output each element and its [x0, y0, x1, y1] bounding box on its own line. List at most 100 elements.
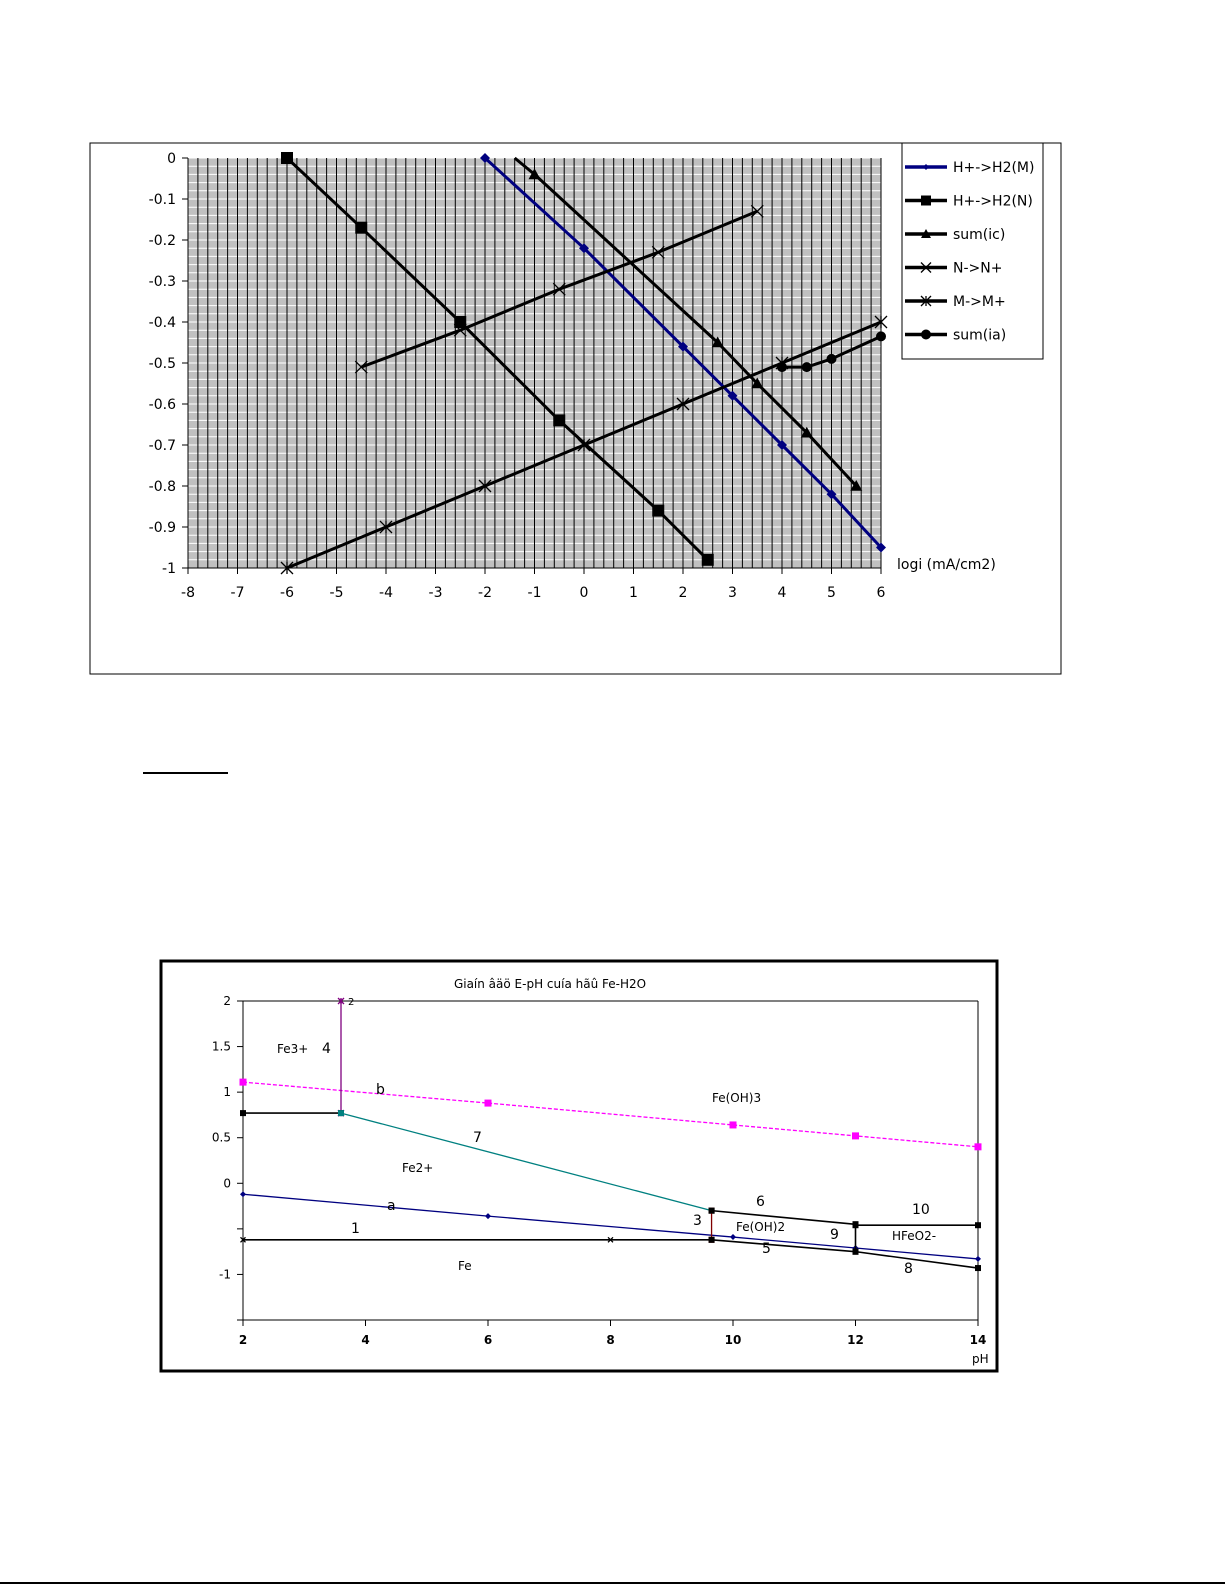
y-tick-label: -0.7 [149, 438, 176, 454]
data-point-diamond [480, 153, 490, 163]
y-tick-label: -0.2 [149, 233, 176, 249]
y-tick-label: 1.5 [212, 1040, 231, 1054]
series-line [782, 334, 882, 369]
data-point-square [239, 1078, 247, 1086]
data-point-square [729, 1121, 737, 1129]
chart2-title: Giaín âäö E-pH cuía hãû Fe-H2O [454, 977, 646, 991]
data-point-diamond [485, 1213, 491, 1220]
x-tick-label: 8 [606, 1333, 614, 1347]
x-tick-label: -6 [280, 585, 294, 601]
chart1-x-axis-label: logi (mA/cm2) [897, 557, 996, 573]
legend-label: sum(ic) [953, 227, 1005, 243]
data-point-diamond [826, 489, 837, 500]
heading-underline [143, 772, 228, 774]
series-line [711, 1209, 856, 1226]
label-7: 7 [473, 1130, 482, 1146]
y-tick-label: 2 [223, 994, 231, 1008]
chart1-series [280, 152, 888, 575]
x-tick-label: 6 [484, 1333, 492, 1347]
data-point-diamond [975, 1255, 981, 1262]
label-3: 3 [693, 1213, 702, 1229]
data-point-diamond [240, 1191, 246, 1198]
x-tick-label: -1 [528, 585, 542, 601]
series-sum-ic- [513, 156, 863, 491]
y-tick-label: -1 [162, 561, 176, 577]
data-point-x [607, 1236, 614, 1243]
legend-marker-x [920, 262, 932, 273]
y-tick-label: 1 [223, 1085, 231, 1099]
series-h-h2-m- [480, 153, 886, 553]
label-hfeo2: HFeO2- [892, 1229, 936, 1243]
data-point-diamond [727, 390, 738, 401]
data-point-star [379, 520, 393, 534]
label-8: 8 [904, 1261, 913, 1277]
series-line [711, 1238, 856, 1253]
data-point-square [281, 152, 293, 164]
data-point-square [652, 504, 665, 517]
data-point-star [478, 479, 492, 493]
y-tick-label: -0.9 [149, 520, 176, 536]
x-tick-label: 2 [679, 585, 688, 601]
pourbaix-chart: Giaín âäö E-pH cuía hãû Fe-H2O 2 1.5 1 0.5 0… [159, 959, 999, 1373]
label-9: 9 [830, 1227, 839, 1243]
x-tick-label: 4 [778, 585, 787, 601]
data-point-star [577, 438, 591, 452]
y-tick-label: -1 [219, 1267, 231, 1281]
data-point-square [852, 1248, 859, 1255]
polarization-chart: 0-0.1-0.2-0.3-0.4-0.5-0.6-0.7-0.8-0.9-1-… [89, 142, 1062, 675]
data-point-square [338, 1110, 344, 1117]
data-point-triangle [528, 168, 541, 180]
label-10: 10 [912, 1202, 930, 1218]
data-point-triangle [800, 426, 813, 438]
data-point-square [975, 1222, 981, 1229]
data-point-diamond [777, 440, 787, 450]
series-h-h2-n- [281, 152, 714, 566]
label-2: 2 [348, 997, 354, 1008]
boundary-line-b [239, 1078, 982, 1151]
legend-marker-diamond [923, 164, 929, 170]
label-feoh2: Fe(OH)2 [736, 1220, 785, 1234]
label-1: 1 [351, 1221, 360, 1237]
data-point-circle [826, 353, 837, 364]
y-tick-label: -0.4 [149, 315, 176, 331]
data-point-star [337, 997, 345, 1005]
chart2-axes: 21.510.50-12 4 6 8 10 12 14 [212, 994, 986, 1347]
data-point-triangle [751, 377, 764, 389]
x-tick-label: -8 [181, 585, 195, 601]
page-bottom-rule [0, 1582, 1225, 1584]
data-point-star [676, 397, 690, 411]
series-line [242, 1081, 979, 1148]
series-line [285, 156, 709, 561]
data-point-triangle [850, 480, 863, 491]
x-tick-label: 14 [970, 1333, 987, 1347]
x-tick-label: 6 [877, 585, 886, 601]
y-tick-label: 0 [223, 1176, 231, 1190]
x-tick-label: 0 [580, 585, 589, 601]
data-point-square [852, 1132, 859, 1140]
x-tick-label: 5 [827, 585, 836, 601]
legend-label: N->N+ [953, 261, 1002, 277]
data-point-x [750, 204, 764, 218]
data-point-x [354, 360, 368, 374]
chart2-series [239, 997, 982, 1272]
label-fe3: Fe3+ [277, 1042, 308, 1056]
x-tick-label: -4 [379, 585, 393, 601]
label-4: 4 [322, 1041, 331, 1057]
data-point-square [484, 1099, 492, 1107]
y-tick-label: -0.3 [149, 274, 176, 290]
label-a: a [387, 1198, 396, 1214]
label-feoh3: Fe(OH)3 [712, 1091, 761, 1105]
data-point-square [240, 1110, 246, 1117]
chart1-grid [187, 157, 882, 569]
data-point-circle [801, 362, 812, 373]
y-tick-label: -0.1 [149, 192, 176, 208]
label-b: b [376, 1082, 385, 1098]
y-tick-label: -0.8 [149, 479, 176, 495]
y-tick-label: 0.5 [212, 1131, 231, 1145]
x-tick-label: 1 [629, 585, 638, 601]
data-point-diamond [730, 1234, 736, 1241]
data-point-square [975, 1265, 981, 1272]
data-point-x [453, 323, 467, 337]
series-line [340, 1112, 712, 1212]
